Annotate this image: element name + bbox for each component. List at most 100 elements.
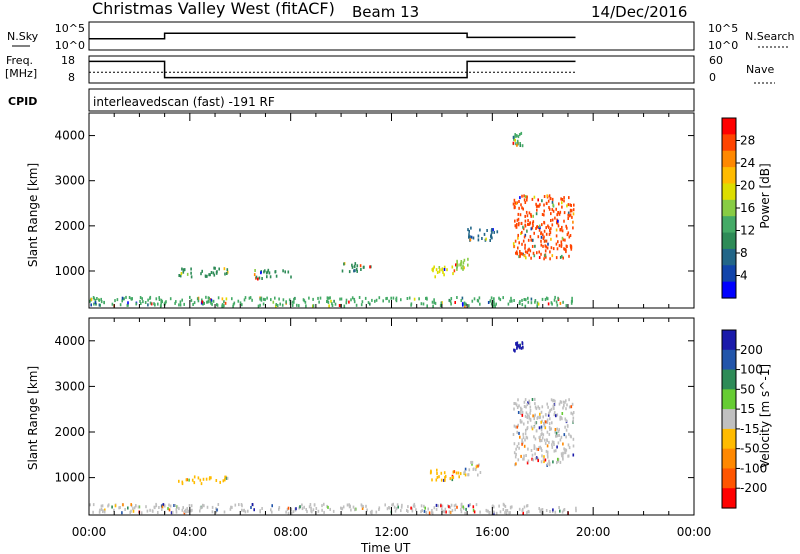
power-echo-cell <box>545 296 548 300</box>
power-echo-cell <box>502 296 504 300</box>
velocity-echo-cell <box>378 508 380 511</box>
power-echo-cell <box>524 304 527 308</box>
power-echo-cell <box>369 265 371 269</box>
velocity-echo-cell <box>460 502 463 506</box>
velocity-echo-cell <box>565 428 568 432</box>
velocity-echo-cell <box>553 449 556 453</box>
power-echo-cell <box>492 300 495 304</box>
power-echo-cell <box>521 303 524 307</box>
velocity-echo-cell <box>523 422 525 426</box>
power-echo-cell <box>570 245 572 249</box>
power-echo-cell <box>408 296 411 300</box>
power-echo-cell <box>464 304 466 308</box>
power-echo-cell <box>181 267 183 271</box>
power-echo-cell <box>157 302 159 306</box>
power-echo-cell <box>483 232 486 236</box>
velocity-echo-cell <box>550 407 553 411</box>
nsky-strip: N.Sky 10^5 10^0 10^5 10^0 N.Search <box>7 21 795 52</box>
velocity-echo-cell <box>551 421 553 425</box>
power-ytick-label: 3000 <box>54 174 85 188</box>
power-echo-cell <box>494 304 496 308</box>
power-echo-cell <box>530 227 533 231</box>
power-echo-cell <box>512 141 515 145</box>
power-echo-cell <box>208 273 210 277</box>
velocity-echo-cell <box>459 472 462 476</box>
velocity-echo-cell <box>522 432 524 436</box>
power-echo-cell <box>550 237 552 241</box>
velocity-echo-cell <box>271 504 273 508</box>
velocity-echo-cell <box>499 510 502 514</box>
velocity-echo-cell <box>225 476 228 480</box>
velocity-echo-cell <box>535 407 538 411</box>
power-echo-cell <box>525 256 527 260</box>
power-echo-cell <box>374 299 376 303</box>
velocity-echo-cell <box>346 503 349 507</box>
velocity-echo-cell <box>453 470 456 474</box>
power-echo-cell <box>535 204 538 208</box>
velocity-colorbar-frame <box>721 329 737 509</box>
velocity-echo-cell <box>534 437 537 441</box>
power-echo-cell <box>532 238 534 242</box>
nave-tick-bottom: 0 <box>709 71 716 84</box>
power-echo-cell <box>470 226 472 230</box>
xtick-label: 20:00 <box>576 525 611 539</box>
velocity-echo-cell <box>524 398 527 402</box>
velocity-echo-cell <box>152 509 154 513</box>
velocity-echo-cell <box>431 510 433 514</box>
power-echo-cell <box>559 228 561 232</box>
velocity-echo-cell <box>118 506 120 510</box>
power-echo-cell <box>161 300 163 304</box>
velocity-echo-cell <box>241 508 243 512</box>
power-echo-cell <box>215 271 218 275</box>
power-echo-cell <box>353 269 355 273</box>
velocity-echo-cell <box>558 428 560 432</box>
power-echo-cell <box>456 267 458 271</box>
power-echo-cell <box>330 299 332 303</box>
velocity-echo-cell <box>140 511 143 515</box>
velocity-echo-cell <box>411 507 413 511</box>
velocity-echo-cell <box>211 510 214 514</box>
velocity-echo-cell <box>201 505 203 509</box>
power-echo-cell <box>356 269 358 273</box>
velocity-echo-cell <box>521 410 524 414</box>
power-echo-cell <box>435 268 438 272</box>
power-echo-cell <box>517 246 519 250</box>
power-echo-cell <box>318 300 320 304</box>
velocity-echo-cell <box>310 506 312 510</box>
power-echo-cell <box>534 244 536 248</box>
velocity-echo-cell <box>444 476 446 480</box>
velocity-echo-cell <box>456 505 458 509</box>
velocity-echo-cell <box>521 442 523 446</box>
power-echo-cell <box>200 272 202 276</box>
beam-label: Beam 13 <box>352 3 419 21</box>
velocity-echo-cell <box>472 508 475 512</box>
velocity-echo-cell <box>206 505 209 509</box>
power-echo-cell <box>348 300 350 304</box>
power-echo-cell <box>179 300 182 304</box>
velocity-echo-cell <box>514 463 516 467</box>
power-y-axis: 4000 3000 2000 1000 <box>54 129 694 278</box>
velocity-echo-cell <box>513 348 515 352</box>
velocity-echo-cell <box>572 453 575 457</box>
velocity-echo-cell <box>378 506 381 510</box>
power-echo-cell <box>469 235 471 239</box>
velocity-echo-cell <box>530 449 533 452</box>
velocity-echo-cell <box>462 505 465 509</box>
velocity-echo-cell <box>544 458 547 462</box>
power-echo-cell <box>223 304 225 308</box>
velocity-echo-cell <box>547 455 549 459</box>
velocity-echo-cell <box>516 425 519 429</box>
power-echo-cell <box>154 303 156 307</box>
velocity-echo-cell <box>508 511 510 515</box>
velocity-echo-cell <box>565 419 568 423</box>
power-echo-cell <box>542 244 544 248</box>
velocity-colorbar-swatch <box>722 349 736 371</box>
cpid-label: CPID <box>8 95 37 108</box>
power-echo-cell <box>114 299 116 303</box>
power-echo-cell <box>561 198 564 201</box>
velocity-echo-cell <box>436 475 439 479</box>
power-echo-cell <box>260 271 262 275</box>
power-echo-region <box>512 194 575 261</box>
power-echo-cell <box>463 258 466 262</box>
velocity-echo-cell <box>534 397 536 401</box>
